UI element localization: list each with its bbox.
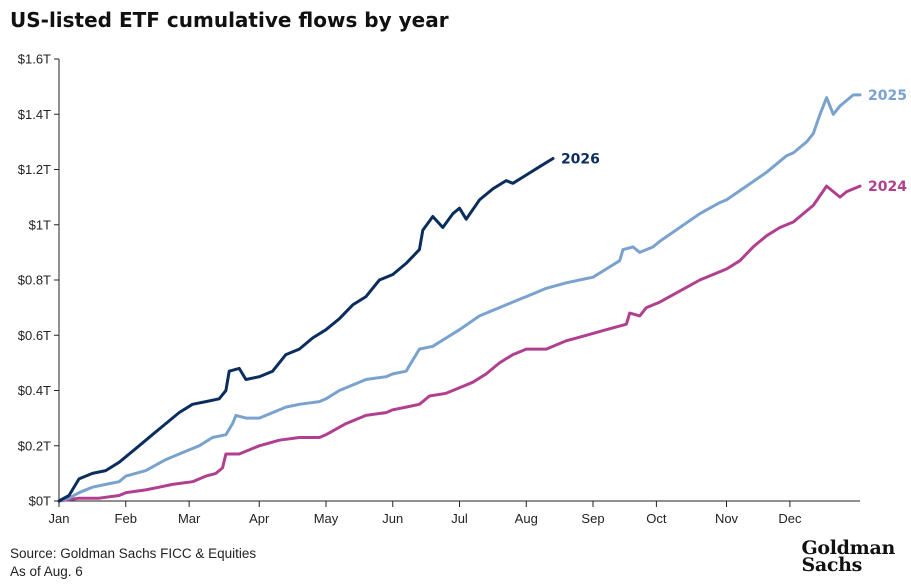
series-label-2024: 2024 bbox=[868, 179, 907, 195]
chart-title: US-listed ETF cumulative flows by year bbox=[10, 8, 449, 32]
series-line-2024 bbox=[57, 184, 862, 503]
goldman-sachs-logo: Goldman Sachs bbox=[801, 537, 895, 576]
y-tick-label: $1.4T bbox=[18, 107, 51, 122]
x-tick-label: May bbox=[314, 511, 339, 526]
y-tick-label: $1.2T bbox=[18, 162, 51, 177]
x-tick-label: Apr bbox=[249, 511, 270, 526]
y-tick-label: $0.4T bbox=[18, 383, 51, 398]
series-label-2025: 2025 bbox=[868, 88, 907, 104]
x-tick-label: Nov bbox=[715, 511, 739, 526]
y-tick-label: $0.8T bbox=[18, 273, 51, 288]
y-tick-label: $0.2T bbox=[18, 438, 51, 453]
x-tick-label: Aug bbox=[515, 511, 538, 526]
y-tick-label: $0.6T bbox=[18, 328, 51, 343]
series-line-2026 bbox=[57, 157, 555, 503]
logo-line-2: Sachs bbox=[801, 554, 863, 576]
x-tick-label: Jan bbox=[49, 511, 70, 526]
source-note: Source: Goldman Sachs FICC & Equities bbox=[10, 546, 257, 561]
x-tick-label: Mar bbox=[178, 511, 201, 526]
x-tick-label: Oct bbox=[646, 511, 667, 526]
x-tick-label: Sep bbox=[581, 511, 604, 526]
x-tick-label: Jun bbox=[382, 511, 403, 526]
chart-footer: Source: Goldman Sachs FICC & Equities As… bbox=[10, 545, 256, 581]
y-tick-label: $0T bbox=[29, 494, 51, 509]
x-tick-label: Dec bbox=[778, 511, 802, 526]
logo-line-1: Goldman bbox=[801, 537, 895, 559]
etf-flows-chart: $0T $0.2T $0.4T $0.6T $0.8T $1T $1.2T $1.4T $1.6… bbox=[18, 52, 907, 527]
x-tick-label: Feb bbox=[115, 511, 137, 526]
y-tick-label: $1.6T bbox=[18, 52, 51, 67]
y-tick-label: $1T bbox=[29, 217, 51, 232]
series-line-2025 bbox=[57, 93, 862, 503]
x-tick-label: Jul bbox=[451, 511, 468, 526]
as-of-note: As of Aug. 6 bbox=[10, 564, 83, 579]
series-label-2026: 2026 bbox=[561, 151, 600, 167]
